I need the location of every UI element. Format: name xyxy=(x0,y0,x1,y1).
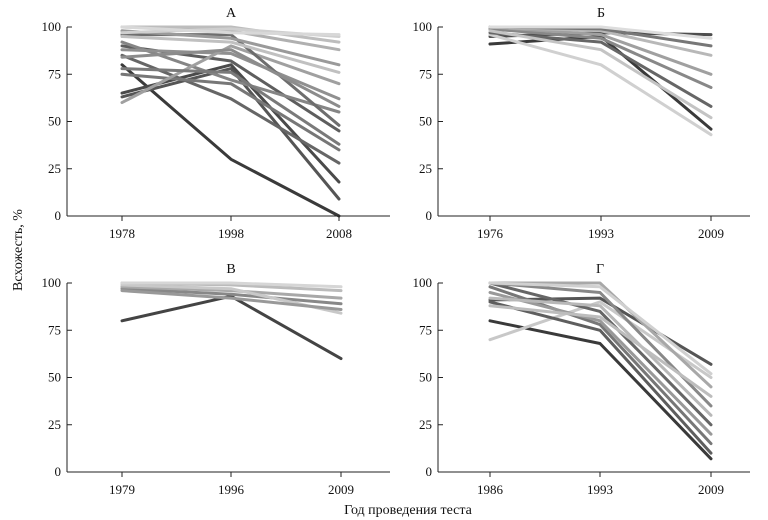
panel-1-y-tick-label: 50 xyxy=(48,114,61,129)
panel-2-series-3 xyxy=(488,33,713,137)
panel-3-series-6 xyxy=(120,281,343,289)
panel-2-title: Б xyxy=(597,6,605,21)
panel-2-series-8 xyxy=(488,29,713,120)
panel-1-series-1 xyxy=(120,63,341,218)
panel-1-series-8 xyxy=(120,48,341,101)
panel-1: 0 25 50 75 100 1978 1998 2008 А xyxy=(42,6,390,241)
panel-2-y-tick-label: 75 xyxy=(419,66,432,81)
panel-1-series-16 xyxy=(120,25,341,37)
panel-2-x-tick-label: 1993 xyxy=(588,226,614,241)
panel-4-series-12 xyxy=(488,304,713,398)
panel-1-x-tick-label: 1978 xyxy=(109,226,135,241)
panel-4-y-tick-label: 50 xyxy=(419,370,432,385)
panel-2: 0 25 50 75 100 1976 1993 2009 Б xyxy=(413,6,750,241)
panel-2-y-tick-label: 25 xyxy=(419,161,432,176)
panel-3-x-tick-label: 1979 xyxy=(109,482,135,497)
panel-3-y-tick-label: 0 xyxy=(55,464,62,479)
panel-2-y-tick-label: 0 xyxy=(426,208,433,223)
panel-2-x-tick-label: 1976 xyxy=(477,226,504,241)
panel-1-series-9 xyxy=(120,44,341,105)
panel-2-y-tick-label: 100 xyxy=(413,19,433,34)
panel-4: 0 25 50 75 100 1986 1993 2009 Г xyxy=(413,262,750,497)
panel-2-x-tick-label: 2009 xyxy=(698,226,724,241)
y-axis-label: Всхожесть, % xyxy=(11,209,26,291)
panel-1-y-tick-label: 25 xyxy=(48,161,61,176)
panel-4-x-tick-label: 2009 xyxy=(698,482,724,497)
panel-3-y-tick-label: 100 xyxy=(42,275,62,290)
panel-1-series-5 xyxy=(120,72,341,152)
panel-4-series-9 xyxy=(488,296,713,417)
panel-1-title: А xyxy=(226,6,237,21)
panel-1-x-tick-label: 1998 xyxy=(218,226,244,241)
panel-1-y-tick-label: 75 xyxy=(48,66,61,81)
panel-4-y-tick-label: 0 xyxy=(426,464,433,479)
panel-2-y-tick-label: 50 xyxy=(419,114,432,129)
x-axis-label: Год проведения теста xyxy=(344,503,473,518)
panel-1-y-tick-label: 0 xyxy=(55,208,62,223)
panel-3-y-tick-label: 25 xyxy=(48,417,61,432)
panel-1-series-13 xyxy=(120,35,341,74)
panel-1-series-2 xyxy=(120,67,341,201)
panel-4-x-tick-label: 1993 xyxy=(587,482,613,497)
panel-3-title: В xyxy=(226,262,235,277)
panel-1-y-tick-label: 100 xyxy=(42,19,62,34)
panel-4-x-tick-label: 1986 xyxy=(477,482,504,497)
panel-4-series-11 xyxy=(488,300,713,455)
panel-2-series-5 xyxy=(488,27,713,89)
panel-1-series-14 xyxy=(120,25,341,44)
panel-1-series-11 xyxy=(120,29,341,67)
panel-4-title: Г xyxy=(596,262,604,277)
panel-3: 0 25 50 75 100 1979 1996 2009 В xyxy=(42,262,390,497)
panel-1-x-tick-label: 2008 xyxy=(326,226,352,241)
panel-3-series-2 xyxy=(120,287,343,306)
panel-3-x-tick-label: 1996 xyxy=(218,482,245,497)
panel-2-series-1 xyxy=(488,35,713,131)
panel-4-series-10 xyxy=(488,281,713,376)
panel-3-series-1 xyxy=(120,294,343,361)
panel-3-series-3 xyxy=(120,285,343,300)
panel-3-x-tick-label: 2009 xyxy=(328,482,354,497)
panel-3-y-tick-label: 50 xyxy=(48,370,61,385)
panel-3-series-7 xyxy=(120,289,343,311)
panel-4-y-tick-label: 100 xyxy=(413,275,433,290)
panels: 0 25 50 75 100 1978 1998 2008 А 0 25 50 75 100 1976 199… xyxy=(42,6,750,497)
panel-1-series-17 xyxy=(120,67,341,146)
panel-3-y-tick-label: 75 xyxy=(48,322,61,337)
panel-4-y-tick-label: 75 xyxy=(419,322,432,337)
panel-2-series-10 xyxy=(488,25,713,40)
panel-1-series-18 xyxy=(120,48,341,108)
panel-4-y-tick-label: 25 xyxy=(419,417,432,432)
panel-4-series-4 xyxy=(488,281,713,427)
